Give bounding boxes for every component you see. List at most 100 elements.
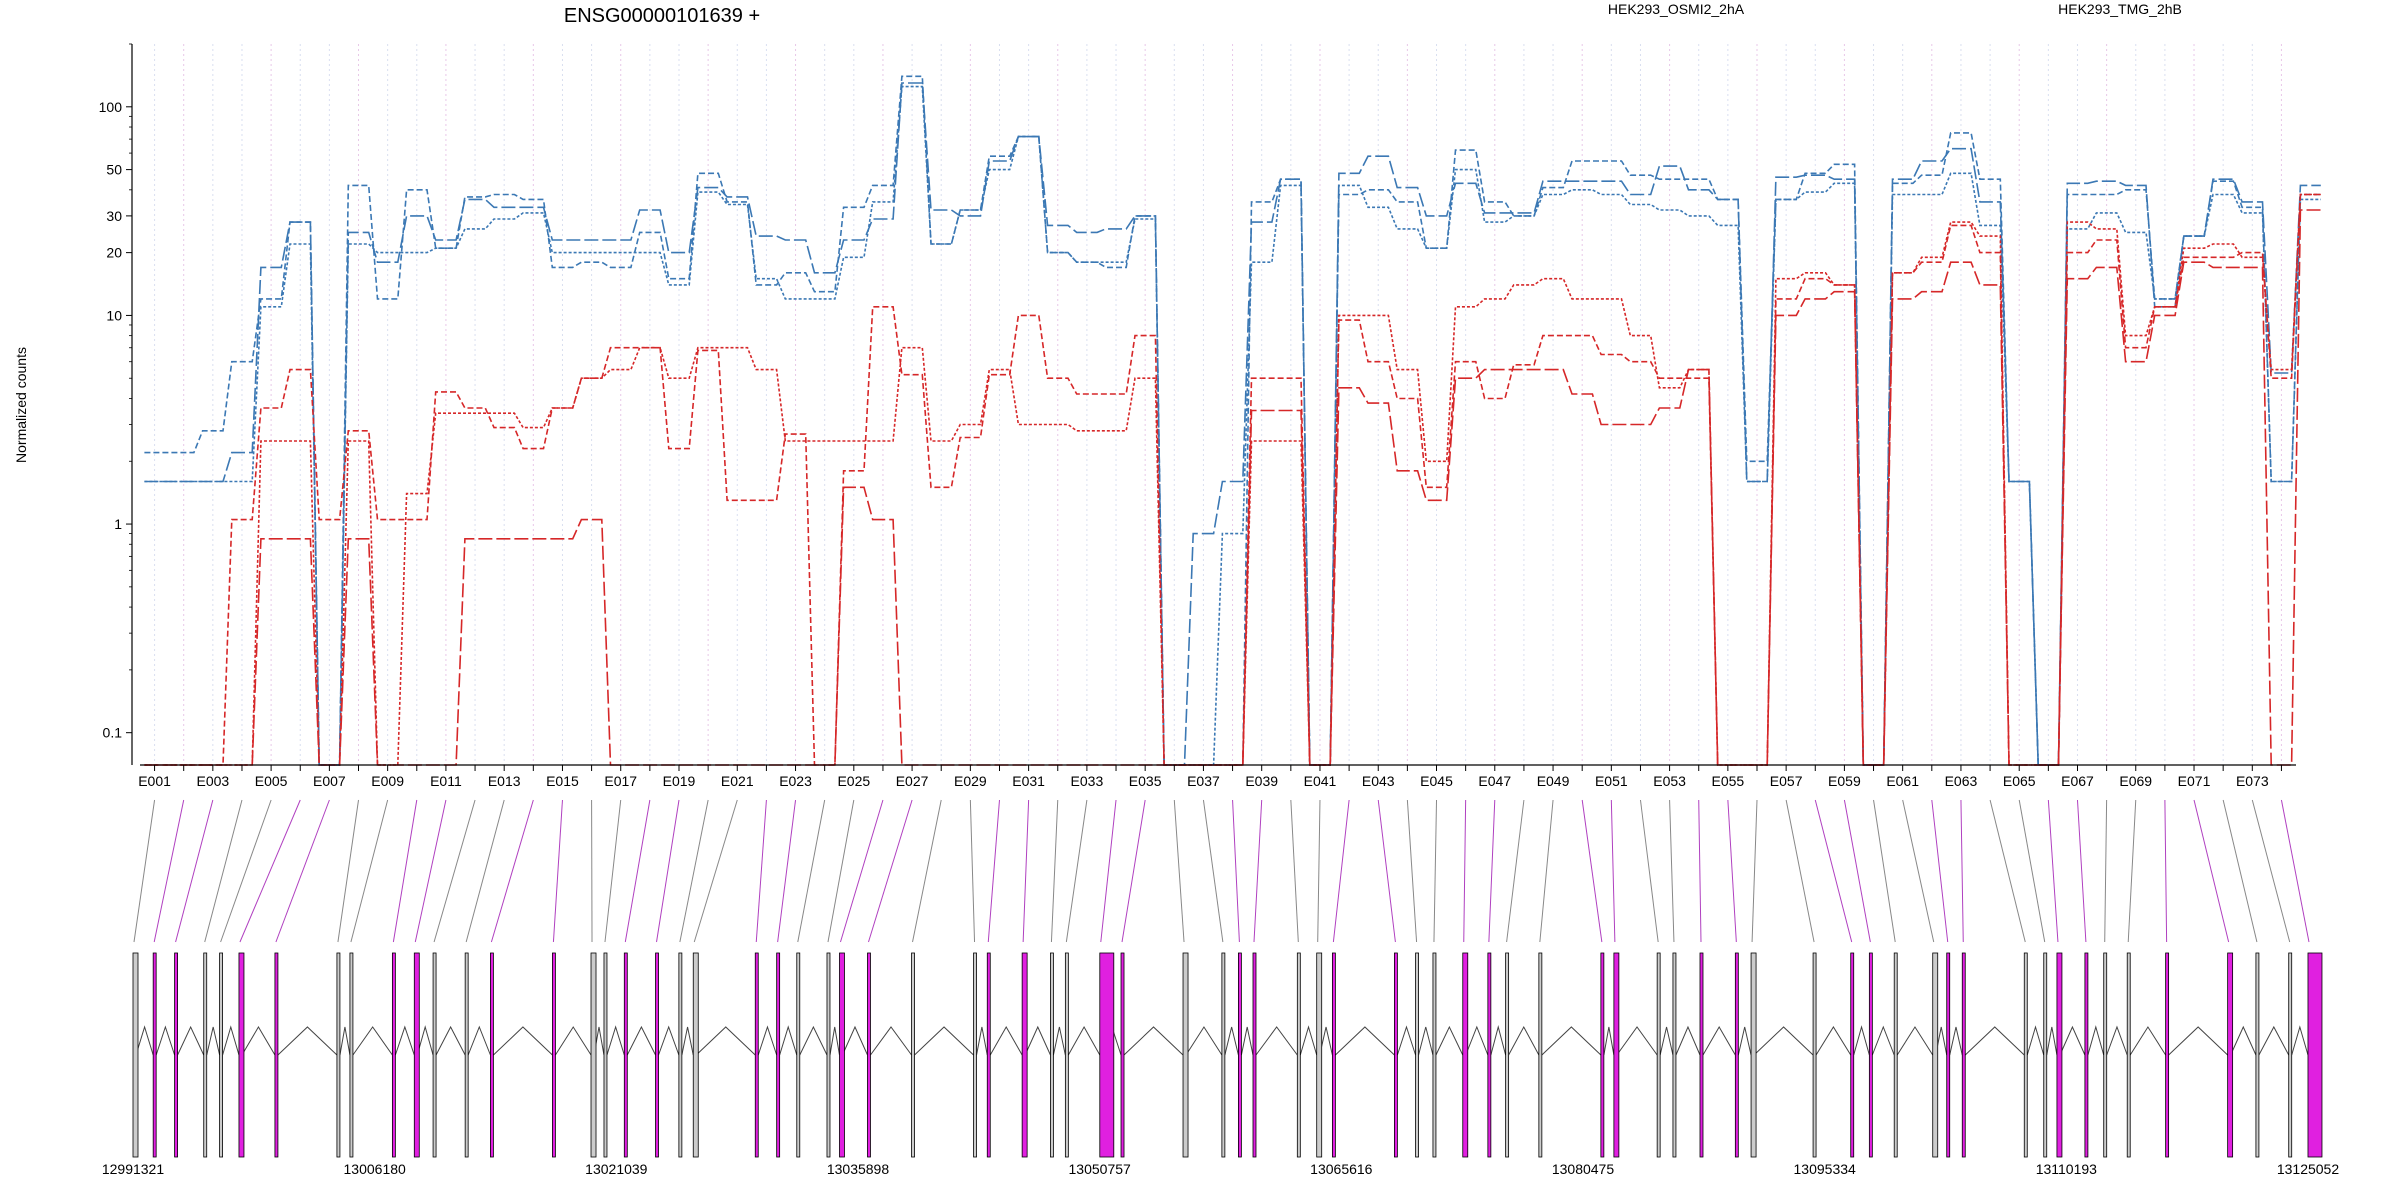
- series-line: [144, 85, 2321, 766]
- intron-line: [394, 1025, 415, 1056]
- exon-connector: [153, 799, 185, 943]
- exon-connector: [1317, 799, 1321, 943]
- exon-block: [623, 952, 628, 1158]
- exon-connector: [1377, 799, 1396, 943]
- exon-connector: [1639, 799, 1659, 943]
- exon-block: [2043, 952, 2048, 1158]
- exon-connector: [220, 799, 272, 943]
- intron-line: [1815, 1026, 1852, 1056]
- legend-label-tmg: HEK293_TMG_2hB: [2058, 1, 2182, 17]
- exon-block: [1932, 952, 1939, 1158]
- exon-block: [1961, 952, 1966, 1158]
- intron-line: [352, 1026, 393, 1056]
- intron-line: [626, 1025, 656, 1056]
- intron-line: [1871, 1025, 1895, 1056]
- exon-connector: [1843, 799, 1871, 943]
- exon-connector: [1610, 799, 1616, 943]
- exon-connector: [552, 799, 563, 943]
- intron-line: [1418, 1026, 1434, 1056]
- exon-connector: [912, 799, 942, 943]
- intron-line: [1853, 1025, 1870, 1056]
- exon-block: [692, 952, 699, 1158]
- intron-line: [339, 1026, 351, 1056]
- exon-connector: [2251, 799, 2291, 943]
- genomic-tick-label: 13110193: [2036, 1161, 2097, 1177]
- x-tick-label: E037: [1187, 773, 1220, 789]
- x-tick-label: E069: [2119, 773, 2152, 789]
- exon-connector: [337, 799, 360, 943]
- exon-connector: [1332, 799, 1350, 943]
- exon-block: [174, 952, 178, 1158]
- exon-connector: [1100, 799, 1117, 943]
- chart-title: ENSG00000101639 +: [564, 5, 760, 27]
- intron-line: [277, 1026, 338, 1056]
- exon-block: [2307, 952, 2323, 1158]
- x-tick-label: E013: [488, 773, 521, 789]
- genomic-tick-label: 13050757: [1069, 1161, 1132, 1177]
- y-tick-label: 0.1: [103, 725, 123, 741]
- x-tick-label: E011: [430, 773, 462, 789]
- exon-connector: [1581, 799, 1603, 943]
- grid: [154, 44, 2282, 765]
- exon-block: [1221, 952, 1226, 1158]
- exon-block: [1946, 952, 1951, 1158]
- exon-connector: [624, 799, 651, 943]
- exon-connector: [868, 799, 913, 943]
- intron-line: [222, 1025, 240, 1056]
- x-tick-label: E019: [663, 773, 696, 789]
- y-axis-label: Normalized counts: [13, 347, 29, 463]
- intron-line: [1255, 1026, 1298, 1056]
- exon-connector: [490, 799, 534, 943]
- exon-block: [1868, 952, 1873, 1158]
- x-tick-label: E009: [371, 773, 404, 789]
- exon-block: [1893, 952, 1898, 1158]
- exon-block: [1064, 952, 1069, 1158]
- intron-line: [467, 1025, 491, 1056]
- x-tick-label: E059: [1828, 773, 1861, 789]
- intron-line: [1949, 1026, 1963, 1056]
- x-tick-label: E039: [1245, 773, 1278, 789]
- exon-connector: [392, 799, 418, 943]
- genomic-tick-label: 13080475: [1552, 1161, 1615, 1177]
- intron-line: [1753, 1026, 1814, 1056]
- exon-block: [413, 952, 420, 1158]
- exon-block: [655, 952, 659, 1158]
- x-tick-label: E017: [604, 773, 637, 789]
- intron-line: [1396, 1025, 1417, 1056]
- y-tick-label: 50: [106, 162, 122, 178]
- exon-block: [1812, 952, 1817, 1158]
- exon-connector-lines: [133, 799, 2310, 943]
- exon-connector: [133, 799, 156, 943]
- x-tick-label: E063: [1945, 773, 1978, 789]
- intron-line: [799, 1025, 828, 1056]
- exon-connector: [2280, 799, 2310, 943]
- exon-block: [349, 952, 354, 1158]
- exon-connector: [1698, 799, 1702, 943]
- exon-block: [1462, 952, 1469, 1158]
- exon-block: [678, 952, 683, 1158]
- exon-block: [1538, 952, 1543, 1158]
- x-tick-label: E035: [1129, 773, 1162, 789]
- intron-line: [206, 1026, 221, 1056]
- intron-line: [1702, 1026, 1736, 1056]
- intron-line: [2046, 1026, 2058, 1056]
- x-tick-label: E003: [196, 773, 229, 789]
- intron-line: [1067, 1025, 1101, 1056]
- exon-block: [1750, 952, 1757, 1158]
- exon-block: [1487, 952, 1492, 1158]
- exon-connector: [465, 799, 505, 943]
- exon-connector: [1202, 799, 1224, 943]
- x-tick-label: E061: [1886, 773, 1919, 789]
- exon-connector: [1989, 799, 2026, 943]
- x-tick-label: E073: [2236, 773, 2269, 789]
- series-line: [144, 82, 2321, 766]
- exon-connector: [204, 799, 243, 943]
- exon-block: [1415, 952, 1419, 1158]
- exon-connector: [969, 799, 976, 943]
- exon-block: [2023, 952, 2028, 1158]
- exon-connector: [1433, 799, 1438, 943]
- intron-line: [1299, 1025, 1318, 1056]
- exon-connector: [414, 799, 447, 943]
- x-tick-label: E015: [546, 773, 579, 789]
- exon-connector: [1121, 799, 1146, 943]
